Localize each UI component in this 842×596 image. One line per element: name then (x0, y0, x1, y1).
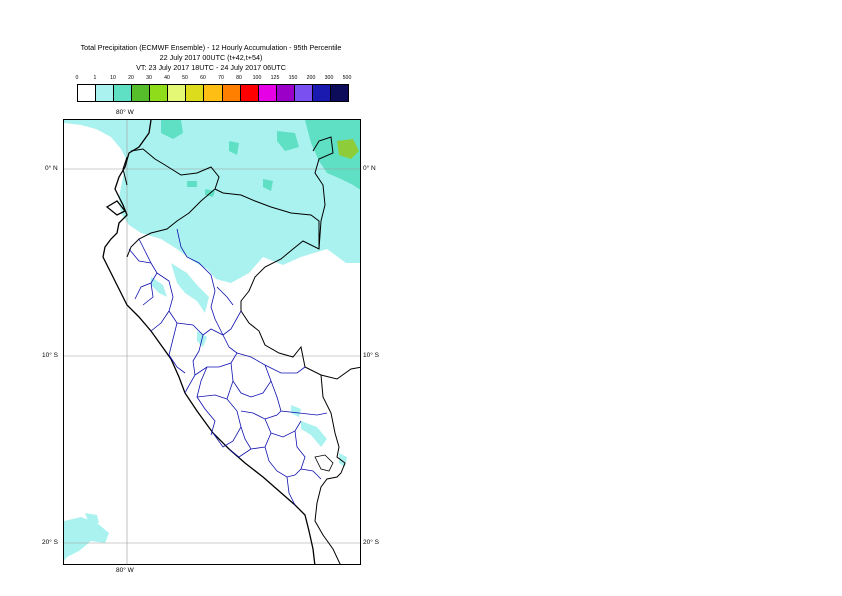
legend-tick-label: 300 (324, 75, 334, 81)
admin-borders (128, 228, 328, 506)
lat-label-10-left: 10° S (42, 352, 58, 359)
legend-tick-label: 20 (128, 75, 134, 81)
legend-swatch (312, 85, 331, 101)
legend-swatch (276, 85, 295, 101)
legend-tick-label: 30 (146, 75, 152, 81)
legend-tick-label: 50 (182, 75, 188, 81)
legend-swatch (240, 85, 259, 101)
map-svg (64, 120, 360, 564)
legend-tick-label: 150 (288, 75, 298, 81)
legend-swatch (168, 85, 187, 101)
title-line-2: 22 July 2017 00UTC (t+42,t+54) (159, 53, 263, 62)
legend-tick-label: 40 (164, 75, 170, 81)
legend-tick-label: 0 (75, 75, 79, 81)
legend-tick-label: 80 (236, 75, 242, 81)
legend-swatch (294, 85, 313, 101)
legend-tick-label: 70 (218, 75, 224, 81)
legend-color-bar (77, 84, 349, 102)
lake (314, 454, 334, 472)
legend-swatch (186, 85, 205, 101)
legend-swatch (150, 85, 169, 101)
lat-label-10-right: 10° S (363, 352, 379, 359)
lat-label-20-right: 20° S (363, 539, 379, 546)
title-line-1: Total Precipitation (ECMWF Ensemble) - 1… (80, 43, 342, 52)
legend-swatch (114, 85, 133, 101)
coastline (102, 120, 316, 564)
lat-label-0-right: 0° N (363, 165, 376, 172)
legend-swatch (78, 85, 97, 101)
map-panel (63, 119, 361, 565)
lat-label-20-left: 20° S (42, 539, 58, 546)
precip-medium-areas (161, 120, 360, 197)
title-line-3: VT: 23 July 2017 18UTC - 24 July 2017 06… (136, 63, 286, 72)
chart-title: Total Precipitation (ECMWF Ensemble) - 1… (0, 43, 422, 73)
legend-ticks: 0 1 10 20 30 40 50 60 70 80 100 125 150 200 300 500 (75, 75, 352, 84)
legend-swatch (222, 85, 241, 101)
legend-swatch (132, 85, 151, 101)
lon-label-top: 80° W (116, 109, 134, 116)
lon-label-bottom: 80° W (116, 567, 134, 574)
lat-label-0-left: 0° N (45, 165, 58, 172)
legend-tick-label: 200 (306, 75, 316, 81)
country-borders (122, 136, 360, 564)
precip-legend: 0 1 10 20 30 40 50 60 70 80 100 125 150 200 300 500 (75, 75, 352, 102)
legend-tick-label: 60 (200, 75, 206, 81)
legend-swatch (258, 85, 277, 101)
legend-tick-label: 125 (270, 75, 280, 81)
legend-swatch (96, 85, 115, 101)
legend-swatch (330, 85, 348, 101)
legend-swatch (204, 85, 223, 101)
legend-tick-label: 1 (93, 75, 97, 81)
precip-heavy-areas (337, 139, 359, 159)
legend-tick-label: 100 (252, 75, 262, 81)
precip-light-areas (64, 120, 360, 561)
legend-tick-label: 500 (342, 75, 352, 81)
legend-tick-label: 10 (110, 75, 116, 81)
